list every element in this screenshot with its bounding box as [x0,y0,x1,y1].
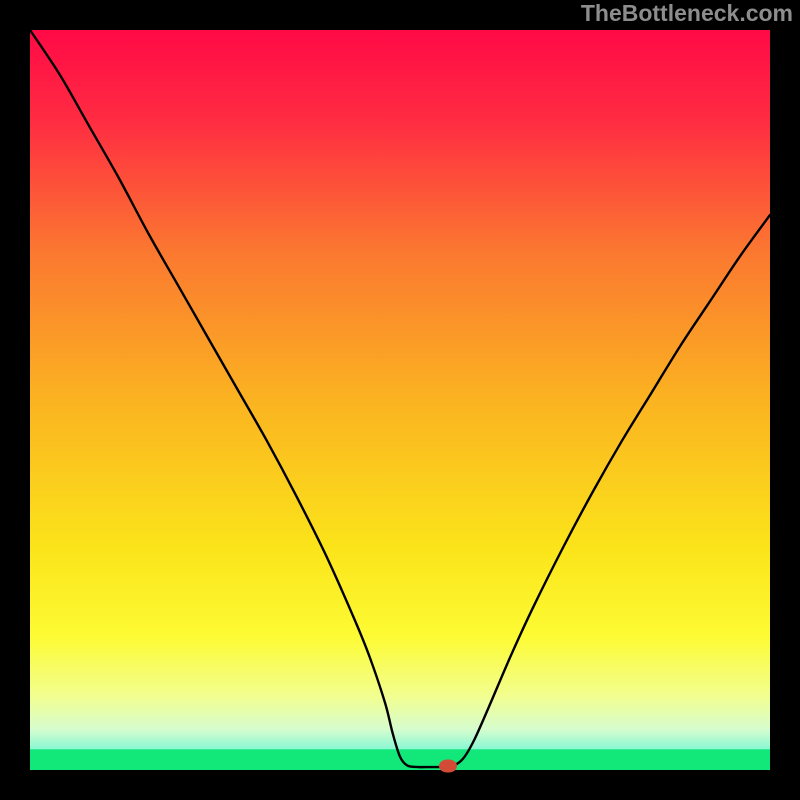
watermark-label: TheBottleneck.com [581,0,793,27]
bottleneck-curve [30,30,770,770]
chart-stage: TheBottleneck.com [0,0,800,800]
optimum-marker [439,759,457,772]
plot-area [30,30,770,770]
